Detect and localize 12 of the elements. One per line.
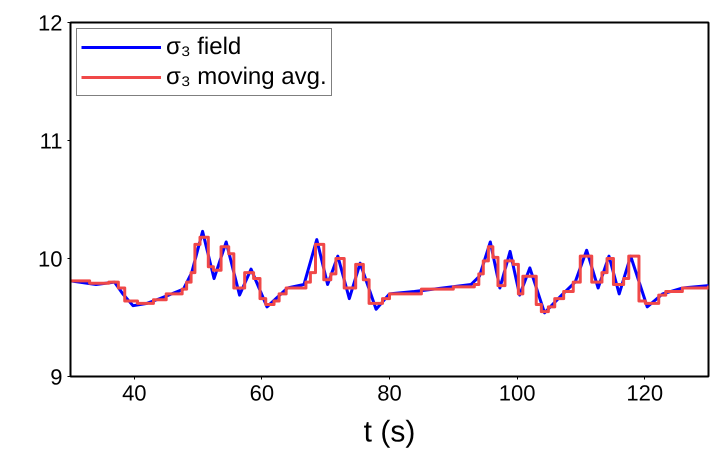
x-tick-label: 60 bbox=[250, 380, 274, 406]
y-tick-label: 12 bbox=[38, 10, 63, 36]
x-tick-label: 40 bbox=[122, 380, 147, 406]
y-tick-label: 9 bbox=[50, 364, 63, 390]
legend-label: σ₃ field bbox=[166, 33, 242, 61]
y-tick-label: 10 bbox=[38, 246, 63, 272]
x-axis-title: t (s) bbox=[364, 416, 416, 448]
y-tick-label: 11 bbox=[40, 128, 63, 154]
x-tick-label: 120 bbox=[626, 380, 664, 406]
x-tick-label: 80 bbox=[377, 380, 402, 406]
legend-label: σ₃ moving avg. bbox=[166, 63, 327, 91]
x-tick-label: 100 bbox=[498, 380, 536, 406]
